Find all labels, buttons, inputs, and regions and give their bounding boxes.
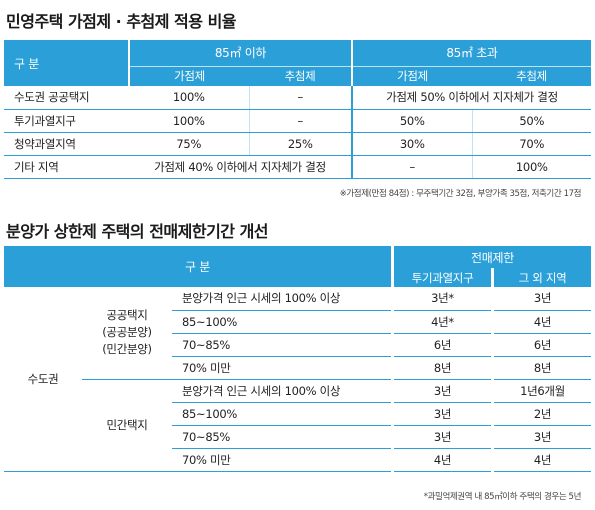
table-row: 민간택지 분양가격 인근 시세의 100% 이상 3년 1년6개월 — [4, 379, 592, 472]
table-row: 70~85% 3년 3년 — [4, 425, 592, 449]
row-label: 85~100% — [172, 310, 392, 334]
cell-value: – — [248, 86, 352, 110]
table-row: 청약과열지역 75% 25% 30% 70% — [4, 132, 591, 156]
section1-title: 민영주택 가점제 · 추첨제 적용 비율 — [6, 12, 237, 31]
table-row: 투기과열지구 100% – 50% 50% — [4, 109, 591, 133]
cell-value: 50% — [471, 109, 591, 133]
table-header-row: 구 분 85㎡ 이하 85㎡ 초과 — [4, 40, 591, 86]
cell-value: 8년 — [494, 356, 592, 380]
cell-value: 30% — [351, 132, 472, 156]
cell-value: 70% — [471, 132, 591, 156]
header-sub-point: 가점제 — [129, 66, 249, 86]
cell-value: 4년 — [494, 310, 592, 334]
table-row: 70% 미만 4년 4년 — [4, 448, 592, 472]
table-subheader-row: 투기과열지구 그 외 지역 — [4, 268, 592, 287]
header-sub-lottery: 추첨제 — [249, 66, 353, 86]
header-category: 구 분 — [4, 246, 392, 287]
row-label: 70~85% — [172, 425, 392, 449]
table-header-row: 구 분 전매제한 — [4, 246, 592, 287]
cell-value: 100% — [129, 86, 249, 110]
header-col-overheated: 투기과열지구 — [394, 268, 492, 287]
cell-value: 3년 — [394, 379, 492, 403]
table-row: 70~85% 6년 6년 — [4, 333, 592, 357]
cell-value: 3년 — [394, 425, 492, 449]
table-row: 수도권 공공택지 100% – 가점제 50% 이하에서 지자체가 결정 — [4, 86, 591, 110]
row-label: 85~100% — [172, 402, 392, 426]
table-row: 기타 지역 가점제 40% 이하에서 지자체가 결정 – 100% — [4, 155, 591, 179]
row-label: 분양가격 인근 시세의 100% 이상 — [172, 287, 392, 311]
header-sub-lottery: 추첨제 — [472, 66, 591, 86]
resale-restriction-table: 구 분 전매제한 투기과열지구 그 외 지역 수도권 공공택지 (공공분양) (… — [4, 246, 592, 472]
group-line: 공공택지 — [106, 308, 148, 323]
section2-footnote: *과밀억제권역 내 85㎡이하 주택의 경우는 5년 — [423, 492, 582, 502]
row-label: 70% 미만 — [172, 356, 392, 380]
cell-value: 100% — [129, 109, 249, 133]
table-row: 70% 미만 8년 8년 — [4, 356, 592, 380]
header-group-over-85: 85㎡ 초과 — [352, 40, 591, 67]
allocation-ratio-table: 구 분 85㎡ 이하 85㎡ 초과 가점제 추첨제 가점제 추첨제 수도권 공공… — [4, 40, 591, 179]
table-row: 수도권 공공택지 (공공분양) (민간분양) 분양가격 인근 시세의 100% … — [4, 287, 592, 472]
cell-value: 3년 — [394, 402, 492, 426]
row-label: 70~85% — [172, 333, 392, 357]
cell-value: 100% — [471, 155, 591, 179]
table-row: 85~100% 4년* 4년 — [4, 310, 592, 334]
cell-value: 2년 — [494, 402, 592, 426]
cell-value: – — [248, 109, 352, 133]
cell-value: 3년* — [394, 287, 492, 311]
row-label: 청약과열지역 — [4, 132, 129, 156]
header-col-other: 그 외 지역 — [494, 268, 592, 287]
section1-footnote: ※가점제(만점 84점) : 무주택기간 32점, 부양가족 35점, 저축기간… — [339, 189, 582, 199]
group-line: (공공분양) — [102, 325, 152, 340]
row-label: 기타 지역 — [4, 155, 129, 179]
group-line: (민간분양) — [102, 342, 152, 357]
group-label-private: 민간택지 — [82, 379, 172, 472]
cell-value: 4년* — [394, 310, 492, 334]
cell-value: 3년 — [494, 287, 592, 311]
row-label: 70% 미만 — [172, 448, 392, 472]
region-label: 수도권 — [4, 287, 82, 472]
cell-value: 4년 — [494, 448, 592, 472]
row-label: 투기과열지구 — [4, 109, 129, 133]
cell-value: 6년 — [494, 333, 592, 357]
row-label: 분양가격 인근 시세의 100% 이상 — [172, 379, 392, 403]
header-category: 구 분 — [4, 40, 130, 86]
table-row: 85~100% 3년 2년 — [4, 402, 592, 426]
cell-value: 8년 — [394, 356, 492, 380]
table-subheader-row: 가점제 추첨제 가점제 추첨제 — [4, 66, 591, 86]
cell-value: 75% — [129, 132, 249, 156]
cell-merged-value: 가점제 40% 이하에서 지자체가 결정 — [129, 155, 352, 179]
cell-value: 6년 — [394, 333, 492, 357]
cell-value: 25% — [248, 132, 352, 156]
cell-value: 50% — [351, 109, 472, 133]
cell-value: 3년 — [494, 425, 592, 449]
cell-merged-value: 가점제 50% 이하에서 지자체가 결정 — [351, 86, 591, 110]
section2-title: 분양가 상한제 주택의 전매제한기간 개선 — [6, 222, 269, 241]
header-group-under-85: 85㎡ 이하 — [129, 40, 353, 67]
row-label: 수도권 공공택지 — [4, 86, 129, 110]
cell-value: 4년 — [394, 448, 492, 472]
cell-value: – — [351, 155, 472, 179]
header-restriction: 전매제한 — [394, 246, 592, 268]
cell-value: 1년6개월 — [494, 379, 592, 403]
header-sub-point: 가점제 — [352, 66, 472, 86]
group-label-public: 공공택지 (공공분양) (민간분양) — [82, 287, 172, 380]
